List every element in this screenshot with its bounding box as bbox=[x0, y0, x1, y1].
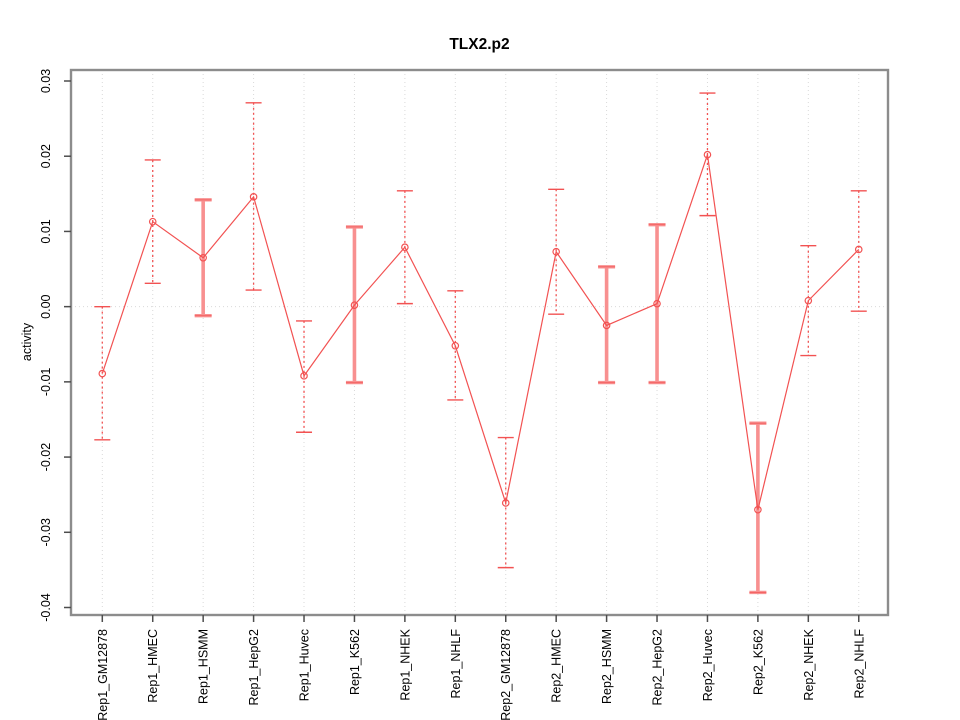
data-point-marker bbox=[754, 505, 762, 514]
x-tick-label: Rep2_NHLF bbox=[852, 629, 866, 699]
x-tick-label: Rep2_HSMM bbox=[600, 629, 614, 704]
data-point-marker bbox=[148, 217, 157, 226]
y-tick-label: 0.01 bbox=[39, 219, 53, 243]
error-bar bbox=[699, 92, 716, 217]
data-point-marker bbox=[703, 150, 712, 159]
data-point-marker bbox=[653, 299, 661, 308]
y-tick-label: 0.03 bbox=[39, 69, 53, 93]
y-tick-label: -0.02 bbox=[39, 443, 53, 472]
gridlines bbox=[71, 70, 888, 615]
chart-title: TLX2.p2 bbox=[449, 36, 509, 53]
x-tick-label: Rep1_HMEC bbox=[146, 629, 160, 703]
error-bar bbox=[800, 245, 817, 357]
y-tick-label: 0.00 bbox=[39, 294, 53, 318]
y-tick-label: 0.02 bbox=[39, 144, 53, 168]
y-tick-label: -0.03 bbox=[39, 518, 53, 547]
data-point-marker bbox=[300, 372, 308, 380]
data-point-marker bbox=[501, 499, 510, 507]
x-tick-label: Rep1_HSMM bbox=[197, 629, 211, 704]
x-tick-label: Rep1_GM12878 bbox=[96, 629, 110, 720]
data-point-marker bbox=[98, 369, 107, 378]
error-bar bbox=[447, 290, 464, 401]
data-point-marker bbox=[451, 341, 460, 350]
error-bar bbox=[850, 190, 867, 312]
data-point-marker bbox=[552, 247, 560, 256]
x-tick-label: Rep1_NHLF bbox=[449, 629, 463, 699]
data-point-marker bbox=[199, 253, 207, 262]
x-tick-label: Rep2_HepG2 bbox=[651, 629, 665, 705]
plot-box bbox=[69, 68, 890, 617]
data-point-marker bbox=[854, 245, 863, 254]
x-tick-label: Rep1_Huvec bbox=[298, 629, 312, 701]
x-tick-label: Rep2_HMEC bbox=[550, 629, 564, 703]
x-tick-label: Rep2_Huvec bbox=[701, 629, 715, 701]
data-point-marker bbox=[804, 296, 813, 305]
error-bar bbox=[548, 188, 565, 315]
x-axis: Rep1_GM12878 Rep1_HMEC Rep1_HSMM Rep1_HepG2… bbox=[96, 615, 866, 720]
series-line bbox=[101, 154, 860, 510]
data-points bbox=[98, 150, 863, 514]
x-tick-label: Rep1_NHEK bbox=[398, 628, 412, 700]
data-point-marker bbox=[350, 301, 359, 309]
y-axis-label: activity bbox=[20, 322, 34, 361]
x-tick-label: Rep2_NHEK bbox=[802, 628, 816, 700]
error-bars bbox=[94, 92, 867, 595]
data-point-marker bbox=[602, 321, 611, 330]
data-point-marker bbox=[401, 243, 409, 252]
y-tick-label: -0.04 bbox=[39, 593, 53, 622]
y-tick-label: -0.01 bbox=[39, 368, 53, 397]
x-tick-label: Rep1_K562 bbox=[348, 629, 362, 695]
y-axis: 0.03 0.02 0.01 0.00 -0.01 -0.02 -0.03 -0.04 bbox=[39, 69, 71, 622]
x-tick-label: Rep1_HepG2 bbox=[247, 629, 261, 705]
error-bar bbox=[245, 102, 262, 291]
data-point-marker bbox=[249, 193, 258, 201]
x-tick-label: Rep2_K562 bbox=[751, 629, 765, 695]
x-tick-label: Rep2_GM12878 bbox=[499, 629, 513, 720]
